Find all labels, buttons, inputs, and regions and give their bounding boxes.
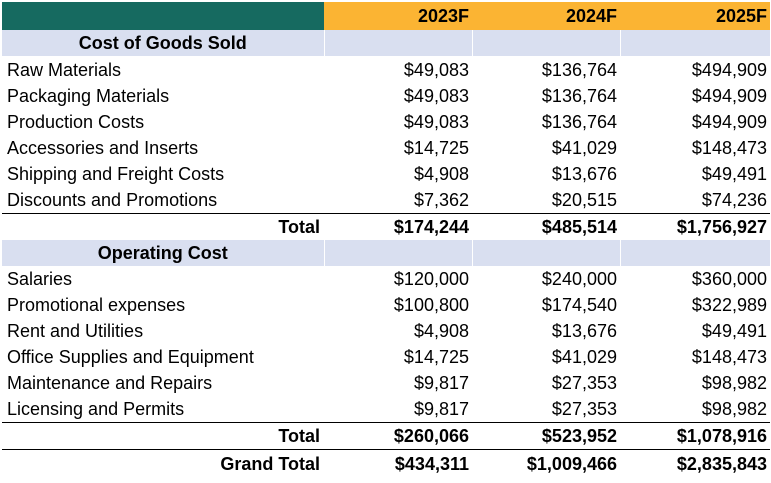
section-header-opex: Operating Cost: [2, 240, 771, 266]
row-value: $9,817: [413, 399, 469, 419]
row-value: $9,817: [413, 373, 469, 393]
row-value: $136,764: [541, 112, 617, 132]
section-cell: [324, 240, 473, 266]
total-value: $174,244: [324, 213, 472, 240]
row-value: $14,725: [403, 138, 469, 158]
header-year: 2025F: [620, 2, 770, 30]
row-value: $4,908: [413, 164, 469, 184]
row-value: $41,029: [551, 347, 617, 367]
row-label: Licensing and Permits: [7, 399, 185, 419]
section-cell: [620, 30, 771, 56]
row-label: Rent and Utilities: [7, 321, 144, 341]
row-value: $494,909: [691, 86, 767, 106]
row-value: $148,473: [691, 138, 767, 158]
row-label: Shipping and Freight Costs: [7, 164, 225, 184]
row-value: $49,083: [403, 86, 469, 106]
grand-total-value: $2,835,843: [676, 453, 767, 474]
row-value: $120,000: [393, 269, 469, 289]
table-row: Raw Materials $49,083 $136,764 $494,909: [2, 56, 770, 83]
row-value: $148,473: [691, 347, 767, 367]
row-value: $98,982: [701, 399, 767, 419]
row-label: Production Costs: [7, 112, 145, 132]
row-label: Packaging Materials: [7, 86, 170, 106]
section-header-cogs: Cost of Goods Sold: [2, 30, 771, 56]
row-value: $360,000: [691, 269, 767, 289]
section-cell: [472, 240, 621, 266]
header-year: 2024F: [472, 2, 620, 30]
table-row: Shipping and Freight Costs $4,908 $13,67…: [2, 161, 770, 187]
grand-total-value: $434,311: [394, 453, 469, 474]
section-cell: [324, 30, 473, 56]
row-value: $494,909: [691, 112, 767, 132]
total-value: $260,066: [324, 422, 472, 450]
grand-total-row: Grand Total $434,311 $1,009,466 $2,835,8…: [2, 450, 770, 478]
table-row: Accessories and Inserts $14,725 $41,029 …: [2, 135, 770, 161]
row-value: $49,083: [403, 112, 469, 132]
table-row: Salaries $120,000 $240,000 $360,000: [2, 266, 770, 292]
row-value: $41,029: [551, 138, 617, 158]
table-row: Discounts and Promotions $7,362 $20,515 …: [2, 187, 770, 214]
section-title: Operating Cost: [2, 240, 325, 266]
row-value: $74,236: [701, 190, 767, 210]
row-label: Maintenance and Repairs: [7, 373, 213, 393]
total-value: $485,514: [472, 213, 620, 240]
row-value: $49,083: [403, 59, 469, 80]
table-row: Licensing and Permits $9,817 $27,353 $98…: [2, 396, 770, 423]
row-value: $27,353: [551, 399, 617, 419]
row-label: Discounts and Promotions: [7, 190, 218, 210]
total-row-opex: Total $260,066 $523,952 $1,078,916: [2, 422, 770, 450]
row-value: $4,908: [413, 321, 469, 341]
row-value: $98,982: [701, 373, 767, 393]
section-title: Cost of Goods Sold: [2, 30, 325, 56]
section-cell: [472, 30, 621, 56]
total-value: $1,078,916: [620, 422, 770, 450]
row-value: $20,515: [551, 190, 617, 210]
grand-total-value: $1,009,466: [526, 453, 617, 474]
header-corner: [2, 2, 324, 30]
header-row: 2023F 2024F 2025F: [2, 2, 770, 30]
row-value: $322,989: [691, 295, 767, 315]
row-value: $136,764: [541, 59, 617, 80]
row-label: Office Supplies and Equipment: [7, 347, 254, 367]
row-label: Salaries: [7, 269, 73, 289]
table-row: Promotional expenses $100,800 $174,540 $…: [2, 292, 770, 318]
row-value: $13,676: [551, 321, 617, 341]
row-value: $13,676: [551, 164, 617, 184]
table-row: Rent and Utilities $4,908 $13,676 $49,49…: [2, 318, 770, 344]
table-row: Maintenance and Repairs $9,817 $27,353 $…: [2, 370, 770, 396]
total-value: $1,756,927: [620, 213, 770, 240]
row-value: $174,540: [541, 295, 617, 315]
total-label: Total: [2, 422, 324, 450]
total-row-cogs: Total $174,244 $485,514 $1,756,927: [2, 213, 770, 240]
row-value: $7,362: [413, 190, 469, 210]
row-value: $494,909: [691, 59, 767, 80]
row-label: Accessories and Inserts: [7, 138, 199, 158]
row-value: $49,491: [701, 164, 767, 184]
header-year: 2023F: [324, 2, 472, 30]
grand-total-label: Grand Total: [220, 453, 320, 474]
total-label: Total: [2, 213, 324, 240]
row-value: $100,800: [393, 295, 469, 315]
row-value: $136,764: [541, 86, 617, 106]
row-value: $27,353: [551, 373, 617, 393]
total-value: $523,952: [472, 422, 620, 450]
row-value: $240,000: [541, 269, 617, 289]
row-value: $14,725: [403, 347, 469, 367]
row-label: Raw Materials: [7, 59, 122, 80]
row-label: Promotional expenses: [7, 295, 186, 315]
table-row: Packaging Materials $49,083 $136,764 $49…: [2, 83, 770, 109]
section-cell: [620, 240, 771, 266]
row-value: $49,491: [701, 321, 767, 341]
table-row: Office Supplies and Equipment $14,725 $4…: [2, 344, 770, 370]
table-row: Production Costs $49,083 $136,764 $494,9…: [2, 109, 770, 135]
